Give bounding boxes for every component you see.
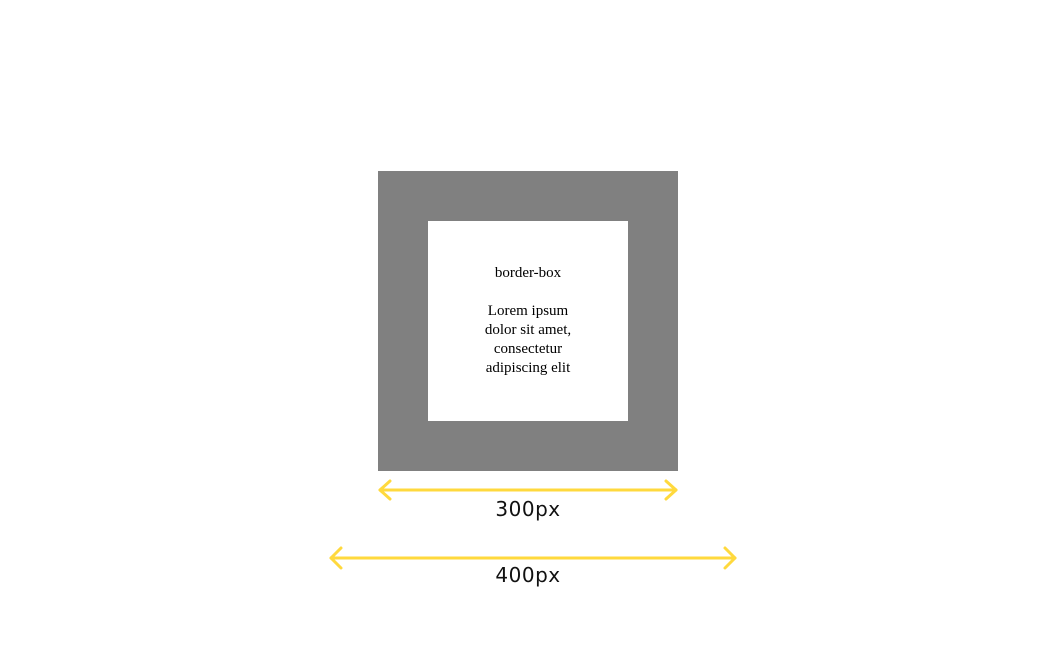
content-area: border-box Lorem ipsum dolor sit amet, c… — [428, 221, 628, 421]
box-sizing-label: border-box — [494, 265, 562, 281]
lorem-text: Lorem ipsum dolor sit amet, consectetur … — [484, 303, 572, 376]
width-300-arrow-icon — [378, 479, 678, 501]
width-400-arrow-icon — [329, 546, 737, 570]
width-300-label: 300px — [495, 497, 561, 521]
border-box-element: border-box Lorem ipsum dolor sit amet, c… — [378, 171, 678, 471]
width-400-label: 400px — [495, 563, 561, 587]
